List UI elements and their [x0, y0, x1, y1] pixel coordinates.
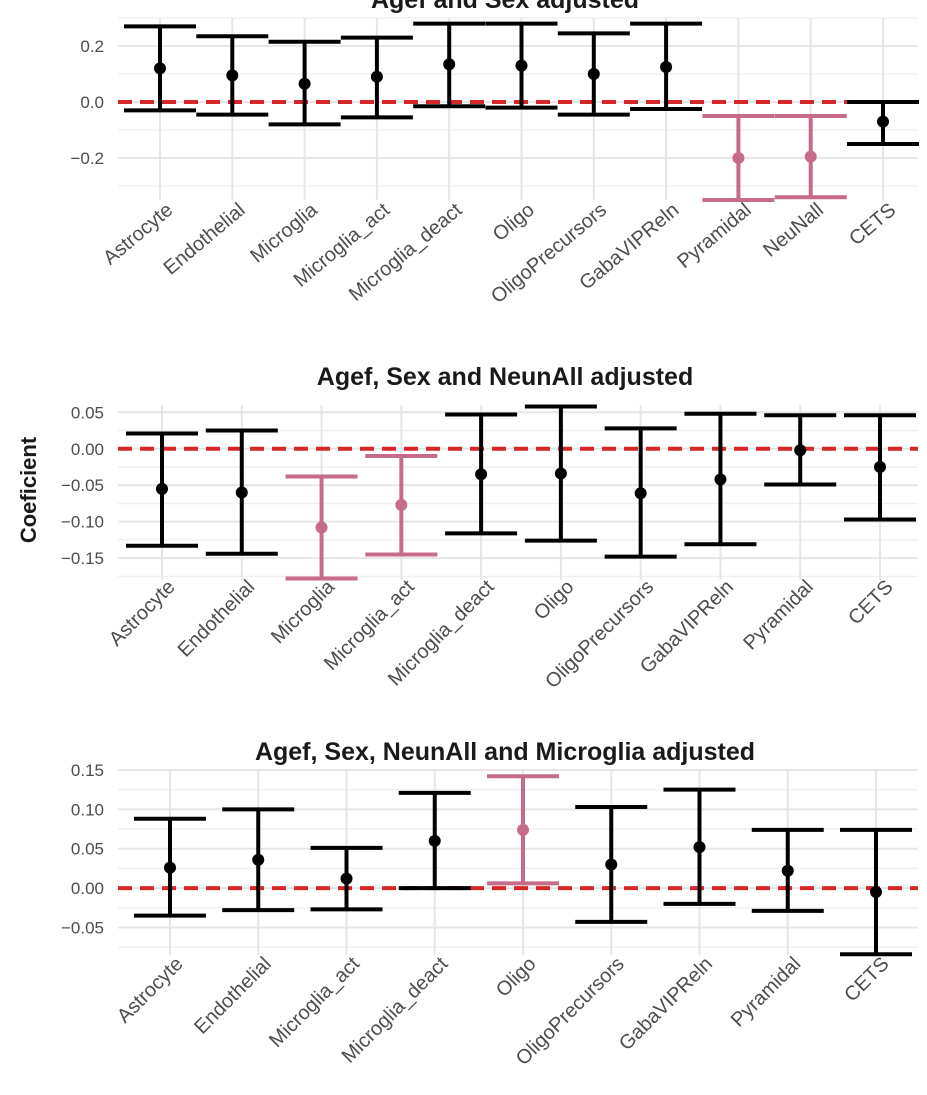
x-category-label: Microglia: [267, 575, 340, 648]
panel-title: Agef, Sex and NeunAll adjusted: [317, 363, 693, 391]
panel-agef-sex: −0.20.00.2AstrocyteEndothelialMicrogliaM…: [70, 0, 919, 308]
y-tick-label: −0.15: [61, 549, 104, 568]
estimate-point: [226, 69, 239, 82]
estimate-point: [877, 115, 889, 128]
y-axis-label: Coeficient: [16, 436, 41, 543]
x-category-label: Pyramidal: [739, 576, 817, 654]
estimate-point: [164, 861, 176, 874]
y-tick-label: 0.00: [71, 440, 104, 459]
estimate-point: [870, 886, 882, 899]
panel-agef-sex-neunall-microglia: −0.05 0.00 0.05 0.10 0.15 Astrocyte Endothelia…: [61, 738, 918, 1070]
panel-title: Agef and Sex adjusted: [371, 0, 639, 14]
panel-title: Agef, Sex, NeunAll and Microglia adjuste…: [255, 738, 755, 766]
estimate-point: [475, 468, 488, 481]
y-tick-label: 0.05: [71, 403, 104, 422]
estimate-point: [804, 150, 817, 163]
x-category-label: Oligo: [492, 953, 541, 1002]
x-category-label: Pyramidal: [673, 199, 755, 273]
x-category-label: Oligo: [530, 576, 579, 625]
y-tick-label: −0.05: [61, 918, 104, 937]
x-category-label: Astrocyte: [113, 953, 188, 1028]
x-category-label: GabaVIPReln: [615, 953, 717, 1055]
x-category-label: Oligo: [489, 199, 539, 246]
x-category-label: Microglia_act: [265, 953, 364, 1052]
estimate-point: [515, 59, 528, 72]
x-category-label: NeuNall: [759, 199, 828, 262]
y-tick-label: 0.15: [71, 761, 104, 780]
estimate-point: [874, 460, 886, 473]
estimate-point: [370, 70, 383, 83]
estimate-point: [781, 864, 794, 877]
x-category-label: CETS: [844, 576, 897, 629]
estimate-point: [154, 62, 166, 75]
estimate-point: [794, 444, 807, 457]
y-tick-label: −0.10: [61, 513, 104, 532]
estimate-point: [395, 498, 408, 511]
x-category-label: Astrocyte: [105, 576, 180, 651]
x-category-label: CETS: [840, 953, 893, 1006]
estimate-point: [252, 853, 265, 866]
x-category-label: Endothelial: [174, 576, 260, 662]
panel-agef-sex-neunall: −0.15 −0.10 −0.05 0.00 0.05 AstrocyteEndothel…: [61, 363, 918, 693]
y-tick-label: −0.2: [70, 149, 104, 168]
estimate-point: [235, 486, 248, 499]
estimate-point: [340, 872, 353, 885]
estimate-point: [693, 841, 706, 854]
y-tick-label: −0.05: [61, 476, 104, 495]
x-category-label: Pyramidal: [727, 953, 805, 1031]
estimate-point: [605, 858, 618, 871]
estimate-point: [298, 77, 311, 90]
y-tick-label: 0.10: [71, 800, 104, 819]
y-tick-label: 0.2: [80, 37, 104, 56]
estimate-point: [587, 68, 600, 80]
x-category-label: Endothelial: [190, 953, 276, 1039]
estimate-point: [443, 58, 456, 71]
estimate-point: [428, 834, 441, 847]
y-tick-label: 0.00: [71, 879, 104, 898]
estimate-point: [714, 473, 727, 486]
estimate-point: [554, 467, 567, 480]
estimate-point: [732, 152, 745, 164]
estimate-point: [315, 521, 328, 534]
y-tick-label: 0.05: [71, 840, 104, 859]
x-category-label: CETS: [845, 199, 900, 250]
estimate-point: [156, 482, 168, 495]
estimate-point: [634, 487, 647, 500]
estimate-point: [517, 823, 529, 836]
estimate-point: [660, 61, 673, 73]
y-tick-label: 0.0: [80, 93, 104, 112]
